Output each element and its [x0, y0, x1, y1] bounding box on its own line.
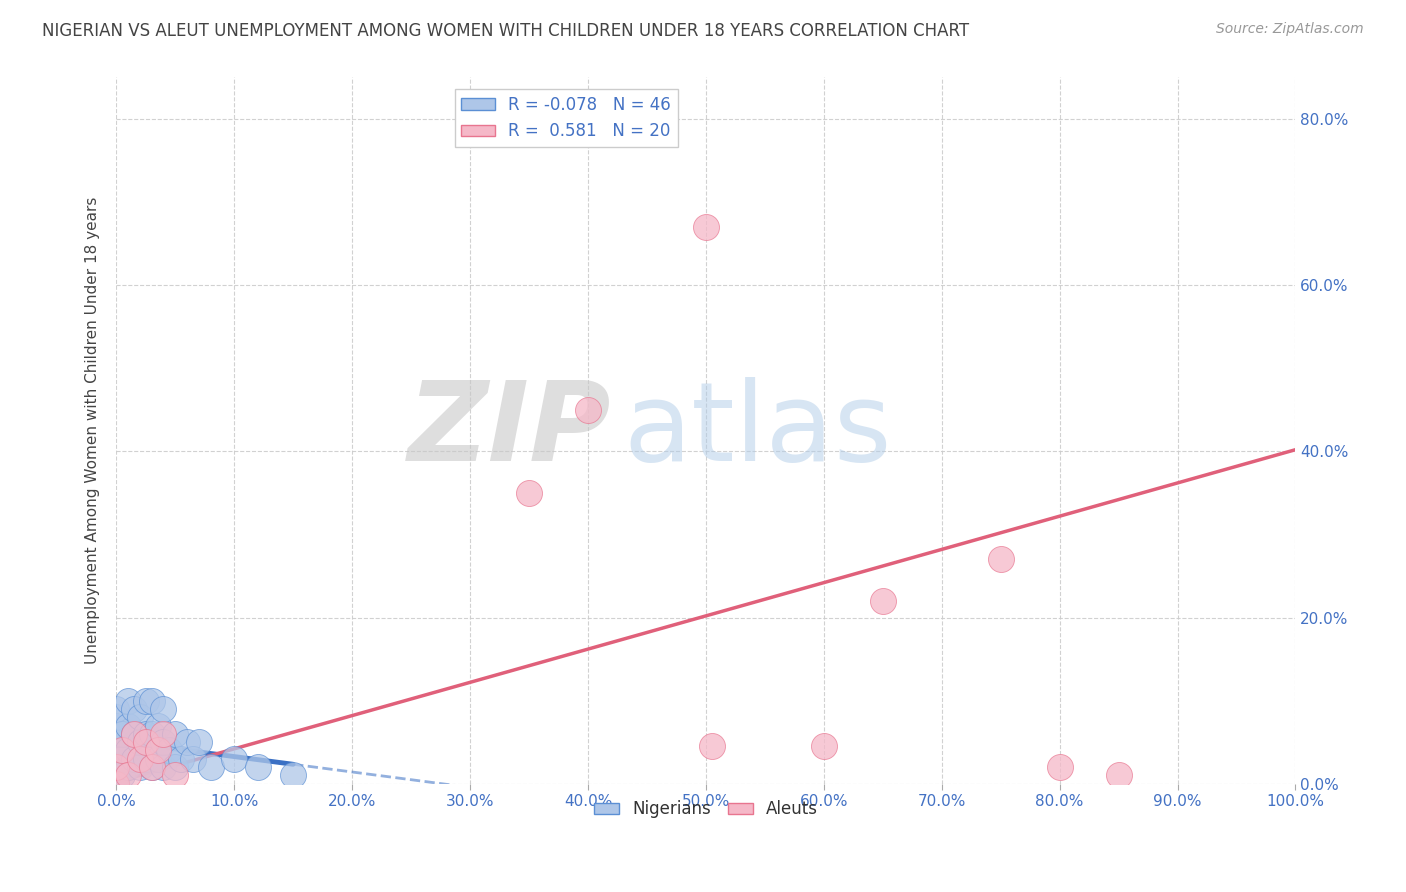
Point [128, 735, 150, 749]
Point [576, 402, 599, 417]
Point [105, 760, 128, 774]
Point [200, 760, 222, 774]
Point [111, 768, 134, 782]
Point [1108, 768, 1130, 782]
Point [105, 702, 128, 716]
Point [117, 693, 139, 707]
Point [105, 710, 128, 724]
Point [141, 693, 163, 707]
Legend: Nigerians, Aleuts: Nigerians, Aleuts [588, 794, 824, 825]
Point [105, 777, 128, 791]
Point [152, 727, 174, 741]
Point [176, 735, 198, 749]
Point [135, 735, 157, 749]
Point [181, 752, 204, 766]
Point [111, 752, 134, 766]
Text: Source: ZipAtlas.com: Source: ZipAtlas.com [1216, 22, 1364, 37]
Point [141, 760, 163, 774]
Point [135, 693, 157, 707]
Point [146, 743, 169, 757]
Point [117, 718, 139, 732]
Point [105, 718, 128, 732]
Point [224, 752, 246, 766]
Point [105, 743, 128, 757]
Point [813, 739, 835, 754]
Point [105, 735, 128, 749]
Point [152, 760, 174, 774]
Point [1049, 760, 1071, 774]
Point [122, 727, 145, 741]
Point [117, 760, 139, 774]
Point [105, 727, 128, 741]
Point [135, 727, 157, 741]
Text: NIGERIAN VS ALEUT UNEMPLOYMENT AMONG WOMEN WITH CHILDREN UNDER 18 YEARS CORRELAT: NIGERIAN VS ALEUT UNEMPLOYMENT AMONG WOM… [42, 22, 969, 40]
Point [157, 743, 180, 757]
Point [165, 727, 187, 741]
Point [111, 727, 134, 741]
Point [165, 768, 187, 782]
Point [152, 702, 174, 716]
Point [170, 752, 193, 766]
Point [872, 594, 894, 608]
Point [152, 735, 174, 749]
Point [111, 743, 134, 757]
Point [281, 768, 304, 782]
Text: atlas: atlas [623, 377, 891, 484]
Point [128, 752, 150, 766]
Point [122, 752, 145, 766]
Y-axis label: Unemployment Among Women with Children Under 18 years: Unemployment Among Women with Children U… [86, 197, 100, 665]
Point [141, 727, 163, 741]
Text: ZIP: ZIP [408, 377, 612, 484]
Point [700, 739, 723, 754]
Point [517, 486, 540, 500]
Point [135, 752, 157, 766]
Point [187, 735, 209, 749]
Point [128, 710, 150, 724]
Point [105, 760, 128, 774]
Point [990, 552, 1012, 566]
Point [122, 727, 145, 741]
Point [146, 718, 169, 732]
Point [105, 777, 128, 791]
Point [117, 743, 139, 757]
Point [128, 760, 150, 774]
Point [146, 752, 169, 766]
Point [165, 760, 187, 774]
Point [105, 752, 128, 766]
Point [105, 768, 128, 782]
Point [117, 768, 139, 782]
Point [141, 760, 163, 774]
Point [246, 760, 269, 774]
Point [695, 219, 717, 234]
Point [122, 702, 145, 716]
Point [105, 772, 128, 787]
